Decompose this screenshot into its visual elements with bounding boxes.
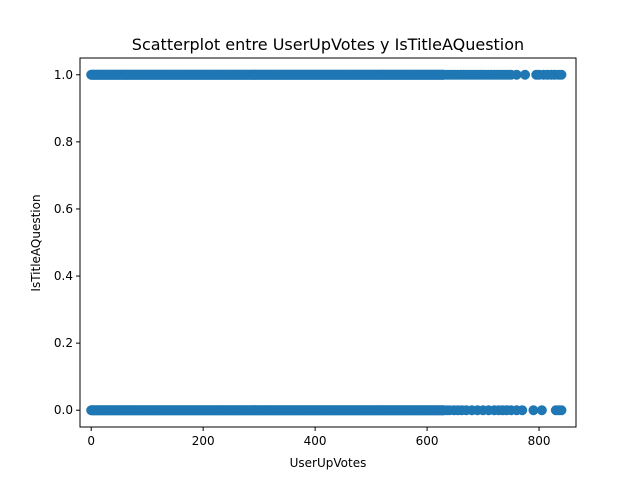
y-axis-label: IsTitleAQuestion [29, 194, 43, 291]
y-axis: 0.0 0.2 0.4 0.6 0.8 1.0 [54, 68, 80, 417]
y-tick-label: 0.8 [54, 135, 73, 149]
y-tick-label: 0.2 [54, 336, 73, 350]
x-tick-label: 600 [416, 434, 439, 448]
data-points [86, 69, 567, 416]
data-point-y0 [528, 405, 539, 416]
chart-title: Scatterplot entre UserUpVotes y IsTitleA… [132, 35, 524, 54]
x-axis: 0 200 400 600 800 [87, 427, 551, 448]
data-point-y0 [536, 405, 547, 416]
data-point-y1 [556, 69, 567, 80]
x-tick-label: 800 [528, 434, 551, 448]
x-axis-label: UserUpVotes [290, 456, 367, 470]
data-point-y0 [556, 405, 567, 416]
y-tick-label: 0.6 [54, 202, 73, 216]
x-tick-label: 0 [87, 434, 95, 448]
y-tick-label: 1.0 [54, 68, 73, 82]
y-tick-label: 0.0 [54, 403, 73, 417]
y-tick-label: 0.4 [54, 269, 73, 283]
data-point-y0 [517, 405, 528, 416]
x-tick-label: 200 [192, 434, 215, 448]
x-tick-label: 400 [304, 434, 327, 448]
data-point-y1 [520, 69, 531, 80]
plot-frame [79, 57, 577, 428]
data-point-y1 [511, 69, 522, 80]
